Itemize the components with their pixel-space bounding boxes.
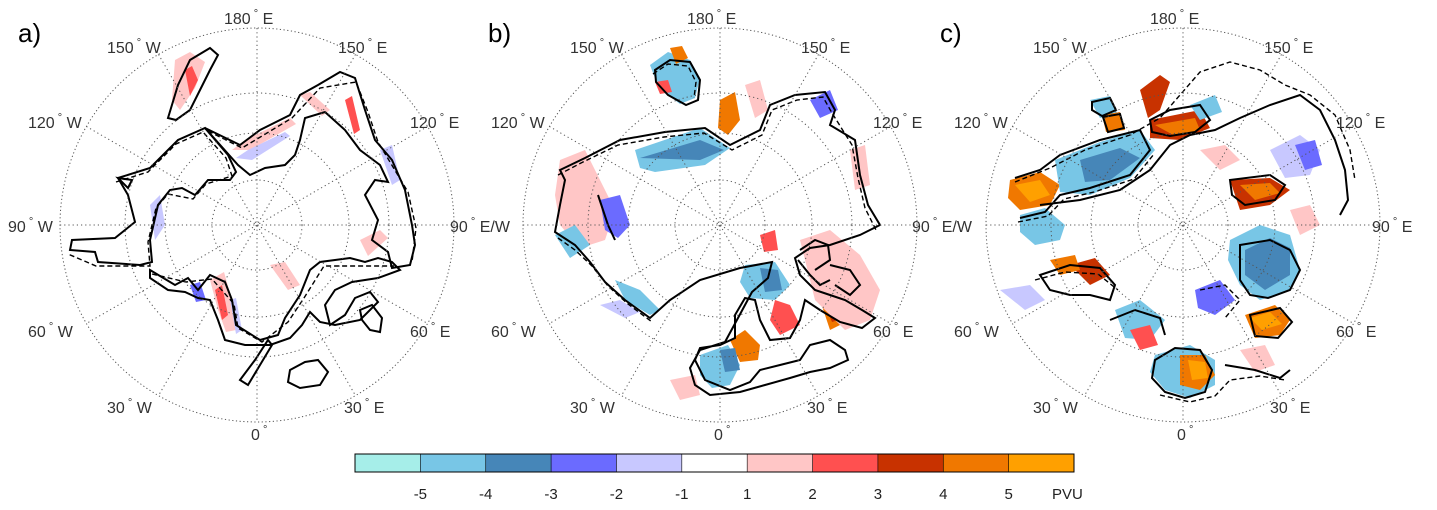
colorbar-swatch [681,454,748,472]
panel-b-grid [522,27,918,423]
panel-a-lon-labels: 180 ° E 150 ° W 150 ° E 120 ° W 120 ° E … [8,8,511,444]
lon-label: 120 ° E [873,112,922,132]
lon-label: 90 ° E/W [450,216,511,236]
panel-b-contours [553,58,882,397]
panel-a-letter: a) [18,18,41,48]
lon-label: 30 ° E [344,397,384,417]
lon-label: 60 ° E [873,321,913,341]
colorbar-tick-label: -5 [414,486,427,503]
panel-c-dashed-contours [1014,61,1356,403]
lon-label: 0 ° [1177,424,1193,444]
panel-b: b) [488,8,973,444]
lon-label: 180 ° E [687,8,736,28]
panel-c-lon-labels: 180 ° E 150 ° W 150 ° E 120 ° W 120 ° E … [954,8,1412,444]
colorbar-swatch [943,454,1010,472]
lon-label: 180 ° E [224,8,273,28]
lon-label: 60 ° W [28,321,74,341]
lon-label: 30 ° W [570,397,616,417]
lon-label: 120 ° E [410,112,459,132]
colorbar-tick-label: -4 [479,486,492,503]
lon-label: 120 ° W [28,112,83,132]
lon-label: 180 ° E [1150,8,1199,28]
lon-label: 0 ° [714,424,730,444]
lon-label: 150 ° E [801,37,850,57]
colorbar-tick-label: -1 [675,486,688,503]
lon-label: 90 ° W [8,216,54,236]
colorbar-swatch [877,454,944,472]
lon-label: 60 ° E [410,321,450,341]
colorbar-tick-label: 5 [1004,486,1012,503]
panel-c-contours [1014,93,1350,400]
panel-c-grid [985,27,1381,423]
lon-label: 90 ° E [1372,216,1412,236]
panel-b-letter: b) [488,18,511,48]
lon-label: 150 ° W [107,37,162,57]
lon-label: 60 ° E [1336,321,1376,341]
colorbar-swatch [420,454,487,472]
lon-label: 150 ° E [338,37,387,57]
lon-label: 60 ° W [491,321,537,341]
panel-a-contours [68,46,417,390]
panel-a-dashed-contours [67,81,417,343]
colorbar-swatch [747,454,814,472]
lon-label: 60 ° W [954,321,1000,341]
colorbar-swatch [485,454,552,472]
colorbar-tick-label: -3 [544,486,557,503]
panel-c-field [1000,75,1322,398]
panel-c: c) [940,8,1412,444]
colorbar-swatch [551,454,617,472]
panel-a: a) [8,8,511,444]
colorbar-swatch [1008,454,1075,472]
colorbar-swatch [616,454,683,472]
colorbar-tick-label: -2 [610,486,623,503]
panel-c-letter: c) [940,18,962,48]
colorbar-swatch [812,454,879,472]
panel-a-grid [59,27,455,423]
lon-label: 30 ° W [107,397,153,417]
colorbar-tick-label: 2 [808,486,816,503]
lon-label: 0 ° [251,424,267,444]
colorbar-tick-label: 3 [874,486,882,503]
lon-label: 150 ° W [1033,37,1088,57]
lon-label: 90 ° E/W [912,216,973,236]
lon-label: 120 ° W [954,112,1009,132]
colorbar: -5 -4 -3 -2 -1 1 2 3 4 5 PVU [354,453,1083,503]
panel-b-dashed-contours [557,63,877,323]
lon-label: 120 ° E [1336,112,1385,132]
lon-label: 150 ° E [1264,37,1313,57]
colorbar-unit: PVU [1052,486,1083,503]
colorbar-frame [354,453,1075,473]
colorbar-ticks: -5 -4 -3 -2 -1 1 2 3 4 5 [414,454,1013,503]
lon-label: 30 ° W [1033,397,1079,417]
panel-b-lon-labels: 180 ° E 150 ° W 150 ° E 120 ° W 120 ° E … [491,8,973,444]
lon-label: 150 ° W [570,37,625,57]
colorbar-swatch [355,454,421,472]
lon-label: 120 ° W [491,112,546,132]
colorbar-swatches [355,454,1075,472]
lon-label: 30 ° E [1270,397,1310,417]
colorbar-tick-label: 1 [743,486,751,503]
colorbar-tick-label: 4 [939,486,947,503]
panel-b-field [555,46,880,400]
lon-label: 30 ° E [807,397,847,417]
